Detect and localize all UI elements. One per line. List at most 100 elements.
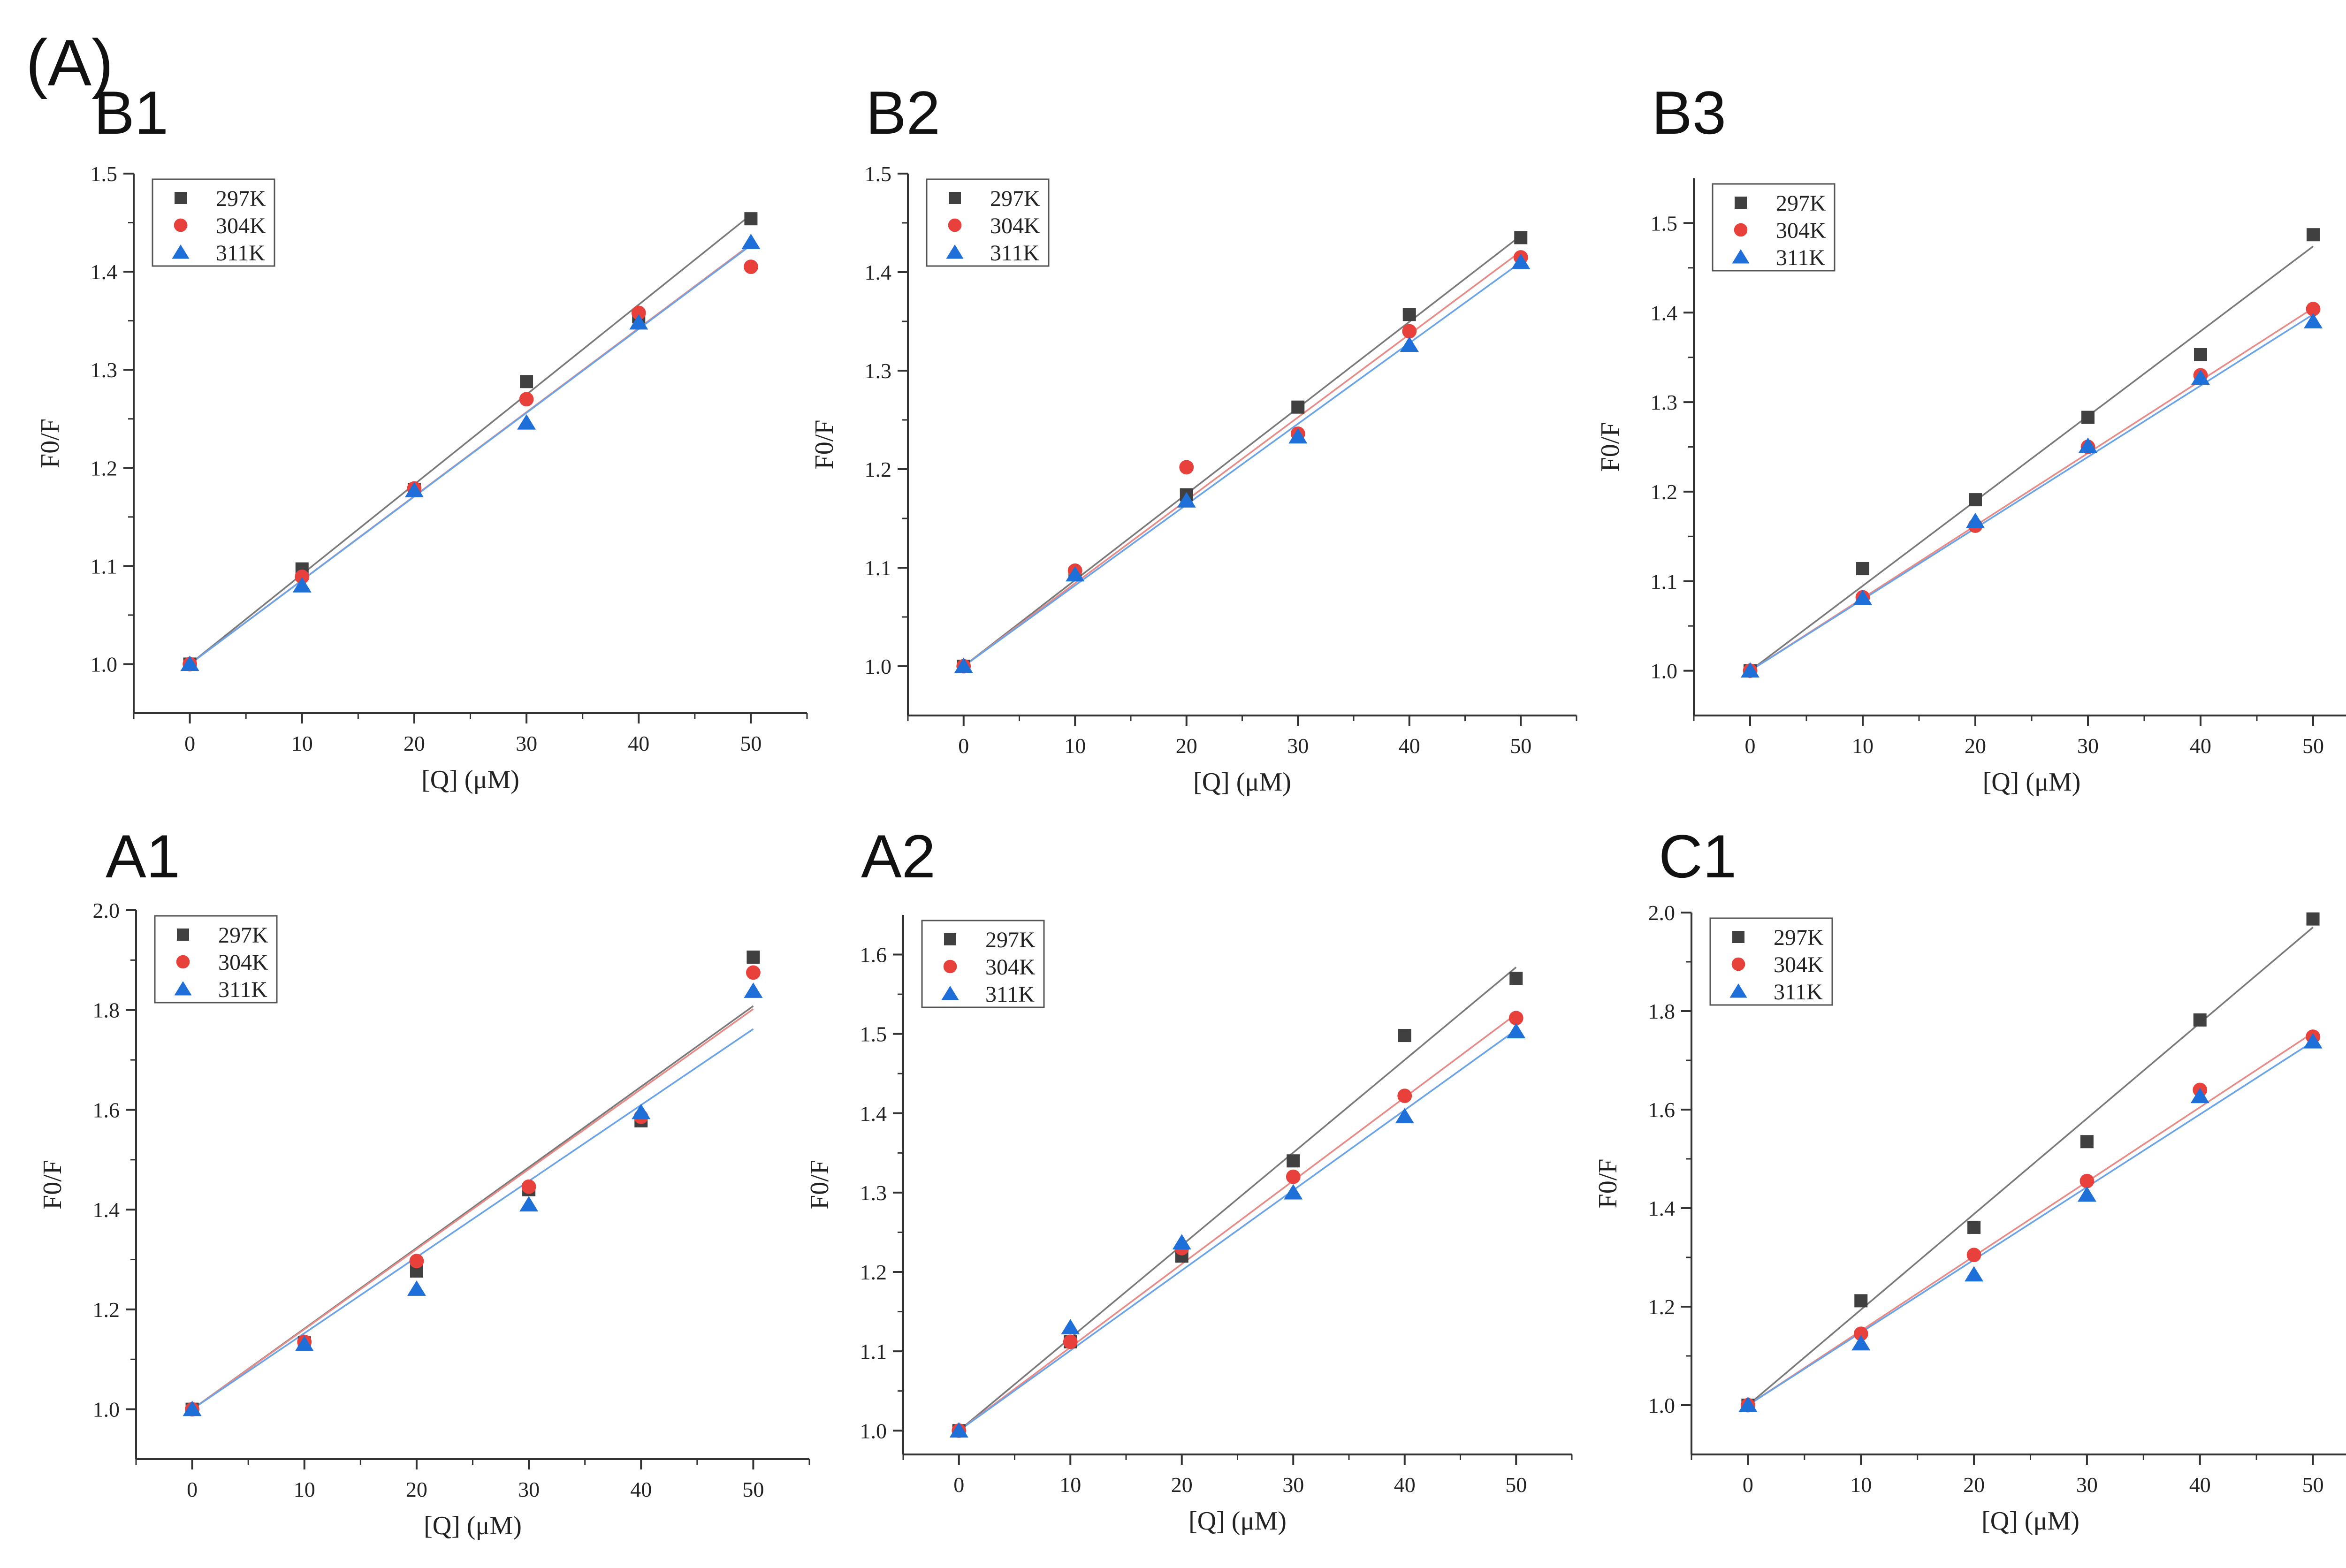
x-tick-label: 40 [2190, 734, 2211, 758]
y-tick-label: 1.6 [93, 1098, 120, 1122]
y-tick-label: 1.4 [93, 1198, 120, 1222]
legend-label: 311K [990, 241, 1039, 266]
x-tick-label: 10 [1852, 734, 1874, 758]
legend-label: 311K [985, 982, 1035, 1007]
data-point-297k [1854, 1294, 1868, 1308]
legend-label: 304K [216, 213, 266, 238]
legend-marker-297k [1735, 197, 1747, 209]
fit-line-297k [189, 214, 752, 665]
y-tick-label: 1.8 [93, 998, 120, 1022]
figure-label: (A) [26, 26, 114, 99]
x-tick-label: 0 [184, 731, 195, 755]
data-point-297k [1398, 1029, 1411, 1043]
x-tick-label: 40 [628, 731, 649, 755]
y-tick-label: 1.4 [1648, 1196, 1676, 1220]
data-point-304k [1966, 1248, 1981, 1263]
panel-title: A2 [861, 822, 936, 891]
data-point-311k [632, 1104, 651, 1119]
y-tick-label: 1.1 [91, 554, 118, 578]
data-point-311k [1400, 336, 1419, 352]
legend-label: 304K [1774, 952, 1824, 977]
legend-label: 297K [216, 186, 266, 211]
x-tick-label: 30 [1282, 1473, 1304, 1497]
data-point-311k [1851, 1335, 1871, 1351]
legend-marker-311k [946, 244, 964, 259]
y-axis-label: F0/F [810, 420, 839, 470]
legend-label: 297K [218, 923, 268, 948]
data-point-311k [1740, 662, 1760, 678]
fit-line-304k [1747, 1032, 2314, 1406]
legend-marker-297k [949, 192, 961, 204]
y-tick-label: 1.6 [860, 943, 887, 967]
chart-panel-b3: B3 0 10 20 30 40 50 1.0 1.1 1.2 1.3 1.4 1.5 [Q] (μM) F… [1596, 78, 2346, 797]
fit-line-311k [1747, 1041, 2314, 1406]
data-point-311k [744, 982, 763, 998]
legend-label: 304K [1776, 218, 1826, 243]
chart-panel-b1: B1 0 10 20 30 40 50 1.0 1.1 1.2 1.3 1.4 1.5 [Q] (μM) F… [36, 78, 808, 794]
legend-label: 297K [1774, 925, 1824, 950]
data-point-297k [1291, 400, 1305, 414]
data-point-297k [2080, 1135, 2094, 1149]
fit-line-297k [958, 967, 1517, 1431]
data-point-311k [295, 1336, 314, 1351]
y-tick-label: 2.0 [93, 898, 120, 922]
data-point-311k [949, 1422, 968, 1438]
data-point-297k [746, 950, 760, 964]
fit-line-311k [189, 244, 752, 665]
x-tick-label: 10 [1059, 1473, 1081, 1497]
data-point-311k [2078, 437, 2098, 453]
data-point-297k [1514, 231, 1528, 244]
fit-line-311k [1750, 313, 2314, 672]
data-point-311k [1284, 1184, 1303, 1200]
data-point-297k [2194, 348, 2207, 361]
data-point-304k [1508, 1011, 1523, 1026]
data-point-311k [1066, 566, 1085, 582]
x-tick-label: 50 [740, 731, 762, 755]
data-point-311k [292, 577, 312, 593]
data-point-311k [1853, 589, 1873, 605]
y-tick-label: 1.4 [91, 260, 118, 284]
y-tick-label: 1.3 [91, 358, 118, 382]
data-point-304k [746, 965, 761, 980]
data-point-304k [1402, 324, 1417, 339]
data-point-311k [1511, 253, 1531, 269]
legend-marker-304k [943, 959, 957, 974]
x-tick-label: 30 [2076, 1473, 2098, 1497]
x-tick-label: 40 [630, 1477, 652, 1501]
y-tick-label: 1.5 [91, 162, 118, 186]
data-point-311k [954, 657, 973, 673]
y-tick-label: 1.0 [93, 1398, 120, 1422]
y-axis-label: F0/F [1596, 422, 1625, 472]
data-point-311k [183, 1401, 202, 1416]
x-tick-label: 10 [291, 731, 313, 755]
data-point-311k [1288, 428, 1308, 444]
legend-marker-297k [944, 933, 956, 945]
x-tick-label: 50 [742, 1477, 764, 1501]
legend-box [921, 920, 1045, 1008]
panel-title: B1 [94, 78, 168, 147]
legend-label: 304K [990, 213, 1040, 238]
x-tick-label: 10 [1850, 1473, 1872, 1497]
legend-marker-297k [1732, 931, 1744, 943]
data-point-297k [2193, 1013, 2207, 1027]
legend-label: 297K [985, 928, 1036, 952]
y-tick-label: 1.3 [1651, 390, 1678, 414]
y-tick-label: 1.0 [865, 655, 892, 678]
legend-box [1712, 183, 1836, 272]
y-tick-label: 1.0 [91, 652, 118, 676]
x-tick-label: 40 [1399, 734, 1420, 758]
legend-marker-304k [1731, 957, 1745, 971]
fit-line-304k [191, 1008, 754, 1410]
x-tick-label: 10 [1064, 734, 1086, 758]
chart-panel-b2: B2 0 10 20 30 40 50 1.0 1.1 1.2 1.3 1.4 1.5 [Q] (μM) F… [810, 78, 1577, 797]
legend-marker-311k [1729, 983, 1747, 998]
data-point-304k [631, 305, 646, 320]
data-point-311k [1177, 492, 1196, 508]
x-tick-label: 20 [1965, 734, 1986, 758]
data-point-297k [1287, 1154, 1300, 1168]
data-point-297k [1509, 972, 1523, 985]
